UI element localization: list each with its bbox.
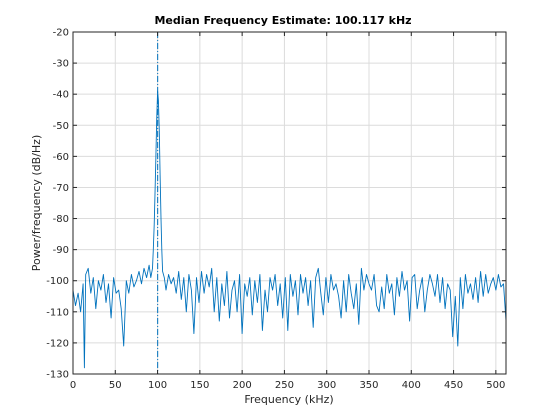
x-tick-label: 100 [148,380,167,391]
x-tick-label: 450 [444,380,463,391]
x-tick-label: 50 [109,380,122,391]
x-tick-label: 500 [486,380,505,391]
y-tick-label: -100 [46,276,69,287]
y-tick-label: -120 [46,338,69,349]
x-tick-label: 200 [233,380,252,391]
axes [72,31,507,375]
y-tick-label: -50 [53,121,69,132]
plot-frame [72,31,507,375]
x-tick-label: 400 [402,380,421,391]
x-tick-label: 300 [317,380,336,391]
y-tick-label: -110 [46,307,69,318]
tick-labels: 0 50 100 150 200 250 300 350 400 450 500 -130 -120 -1… [46,28,505,392]
x-axis-label: Frequency (kHz) [244,393,333,406]
x-tick-label: 250 [275,380,294,391]
y-tick-label: -30 [53,59,69,70]
y-tick-label: -70 [53,183,69,194]
y-tick-label: -130 [46,370,69,381]
x-tick-label: 150 [190,380,209,391]
y-tick-label: -20 [53,28,69,39]
y-tick-label: -90 [53,245,69,256]
x-tick-label: 0 [70,380,76,391]
series-layer [72,90,507,369]
y-tick-label: -60 [53,152,69,163]
y-tick-label: -40 [53,90,69,101]
grid [72,31,506,375]
x-tick-label: 350 [359,380,378,391]
psd-series-line [72,90,507,369]
y-axis-label: Power/frequency (dB/Hz) [30,135,43,272]
y-tick-label: -80 [53,214,69,225]
chart-title: Median Frequency Estimate: 100.117 kHz [154,14,411,27]
